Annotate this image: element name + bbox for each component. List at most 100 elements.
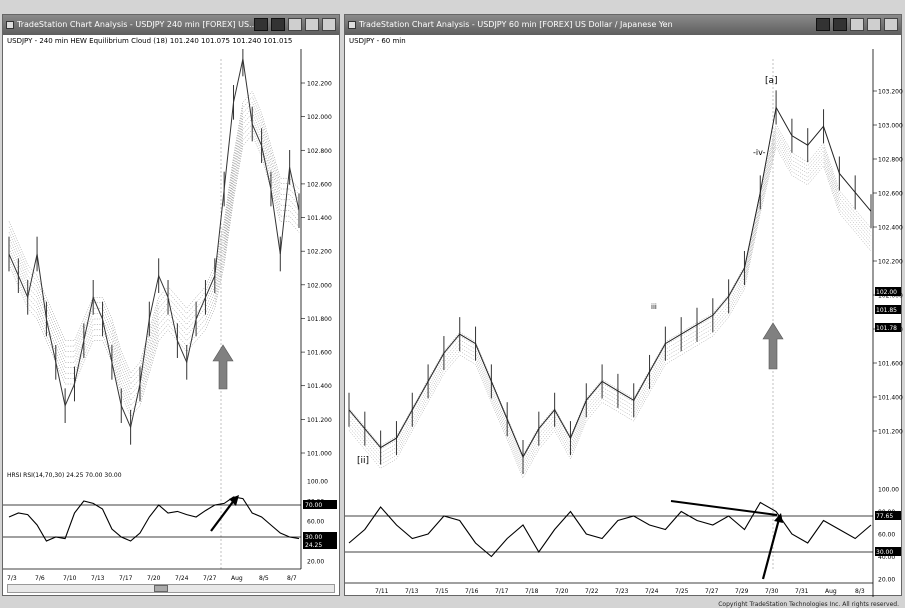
toolbar-button-1[interactable] — [254, 18, 268, 31]
equilibrium-cloud-line — [349, 132, 871, 463]
osc-value-label: 30.00 — [305, 534, 322, 541]
wave-label-iv: -iv- — [753, 148, 766, 157]
wave-label-iii: iii — [651, 303, 657, 311]
up-arrow-marker — [213, 345, 233, 389]
osc-value-label: 70.00 — [305, 502, 322, 509]
equilibrium-cloud-line — [9, 102, 299, 384]
osc-tick-label: 100.00 — [878, 487, 899, 494]
app-icon — [6, 21, 14, 29]
right-chart-plot[interactable]: [a] [ii] -iv-iii 103.200 103.000 102.800 102.6… — [345, 49, 903, 597]
x-tick-label: 7/15 — [435, 588, 449, 595]
x-tick-label: 7/13 — [405, 588, 419, 595]
price-tick-label: 102.200 — [878, 259, 903, 266]
x-tick-label: 7/23 — [615, 588, 629, 595]
price-tick-label: 103.000 — [878, 123, 903, 130]
osc-header: HRSI RSI(14,70,30) 24.25 70.00 30.00 — [7, 472, 122, 479]
x-tick-label: 7/17 — [495, 588, 509, 595]
x-tick-label: 7/11 — [375, 588, 389, 595]
equilibrium-cloud-line — [9, 135, 299, 417]
price-tick-label: 101.200 — [307, 417, 332, 424]
x-tick-label: 7/20 — [147, 575, 161, 582]
price-tick-label: 101.400 — [307, 383, 332, 390]
osc-tick-label: 60.00 — [307, 519, 324, 526]
x-tick-label: 7/31 — [795, 588, 809, 595]
price-tick-label: 101.200 — [878, 429, 903, 436]
x-tick-label: 8/7 — [287, 575, 297, 582]
rsi-arrow — [763, 519, 779, 579]
toolbar-button-2[interactable] — [833, 18, 847, 31]
maximize-button[interactable] — [305, 18, 319, 31]
equilibrium-cloud-line — [349, 140, 871, 471]
x-tick-label: 7/27 — [203, 575, 217, 582]
price-tick-label: 102.200 — [307, 81, 332, 88]
price-tick-label: 102.000 — [307, 114, 332, 121]
left-window-controls — [254, 18, 336, 31]
price-tick-label: 102.800 — [307, 148, 332, 155]
left-titlebar[interactable]: TradeStation Chart Analysis - USDJPY 240… — [3, 15, 339, 35]
x-tick-label: 7/20 — [555, 588, 569, 595]
x-tick-label: 7/10 — [63, 575, 77, 582]
close-button[interactable] — [884, 18, 898, 31]
app-icon — [348, 21, 356, 29]
price-value-label: 101.78 — [876, 325, 897, 332]
rsi-line — [349, 503, 871, 557]
price-value-label: 102.00 — [876, 289, 897, 296]
equilibrium-cloud-line — [349, 124, 871, 455]
maximize-button[interactable] — [867, 18, 881, 31]
equilibrium-cloud-line — [349, 136, 871, 467]
close-button[interactable] — [322, 18, 336, 31]
equilibrium-cloud-line — [9, 124, 299, 406]
scrollbar-thumb[interactable] — [154, 585, 168, 592]
x-tick-label: 7/25 — [675, 588, 689, 595]
price-tick-label: 103.200 — [878, 89, 903, 96]
right-window-title: TradeStation Chart Analysis - USDJPY 60 … — [359, 20, 673, 29]
x-tick-label: 7/29 — [735, 588, 749, 595]
x-tick-label: 7/3 — [7, 575, 17, 582]
price-tick-label: 102.000 — [307, 282, 332, 289]
equilibrium-cloud-line — [9, 97, 299, 379]
rsi-line — [9, 497, 299, 541]
price-tick-label: 101.400 — [307, 215, 332, 222]
horizontal-scrollbar[interactable] — [7, 584, 335, 593]
wave-label-ii: [ii] — [357, 456, 369, 466]
osc-value-label: 30.00 — [876, 549, 893, 556]
copyright-text: Copyright TradeStation Technologies Inc.… — [718, 601, 899, 608]
x-tick-label: 8/3 — [855, 588, 865, 595]
toolbar-button-1[interactable] — [816, 18, 830, 31]
price-tick-label: 102.800 — [878, 157, 903, 164]
x-tick-label: 7/24 — [175, 575, 189, 582]
x-tick-label: 7/24 — [645, 588, 659, 595]
left-window-title: TradeStation Chart Analysis - USDJPY 240… — [17, 20, 257, 29]
osc-tick-label: 20.00 — [878, 577, 895, 584]
toolbar-button-2[interactable] — [271, 18, 285, 31]
x-tick-label: 7/16 — [465, 588, 479, 595]
osc-value-label: 24.25 — [305, 542, 322, 549]
price-tick-label: 101.000 — [307, 451, 332, 458]
x-tick-label: 7/17 — [119, 575, 133, 582]
minimize-button[interactable] — [850, 18, 864, 31]
equilibrium-cloud-line — [9, 129, 299, 411]
x-tick-label: Aug — [825, 588, 837, 595]
wave-label-a: [a] — [765, 76, 778, 86]
left-chart-plot[interactable]: 102.200 102.000 102.800 102.600 101.400 102.2… — [3, 49, 341, 597]
right-titlebar[interactable]: TradeStation Chart Analysis - USDJPY 60 … — [345, 15, 901, 35]
price-value-label: 101.85 — [876, 307, 897, 314]
price-tick-label: 102.600 — [307, 181, 332, 188]
osc-tick-label: 100.00 — [307, 479, 328, 486]
left-chart-window: TradeStation Chart Analysis - USDJPY 240… — [2, 14, 340, 596]
price-tick-label: 101.400 — [878, 395, 903, 402]
equilibrium-cloud-line — [349, 147, 871, 478]
price-line — [9, 59, 299, 427]
x-tick-label: 7/30 — [765, 588, 779, 595]
x-tick-label: 7/13 — [91, 575, 105, 582]
osc-tick-label: 60.00 — [878, 532, 895, 539]
minimize-button[interactable] — [288, 18, 302, 31]
right-indicator-header: USDJPY - 60 min — [345, 35, 901, 47]
up-arrow-marker — [763, 323, 783, 369]
x-tick-label: 8/5 — [259, 575, 269, 582]
x-tick-label: 7/22 — [585, 588, 599, 595]
price-tick-label: 101.600 — [307, 350, 332, 357]
x-tick-label: 7/6 — [35, 575, 45, 582]
osc-value-label: 77.65 — [876, 513, 893, 520]
price-tick-label: 101.800 — [307, 316, 332, 323]
